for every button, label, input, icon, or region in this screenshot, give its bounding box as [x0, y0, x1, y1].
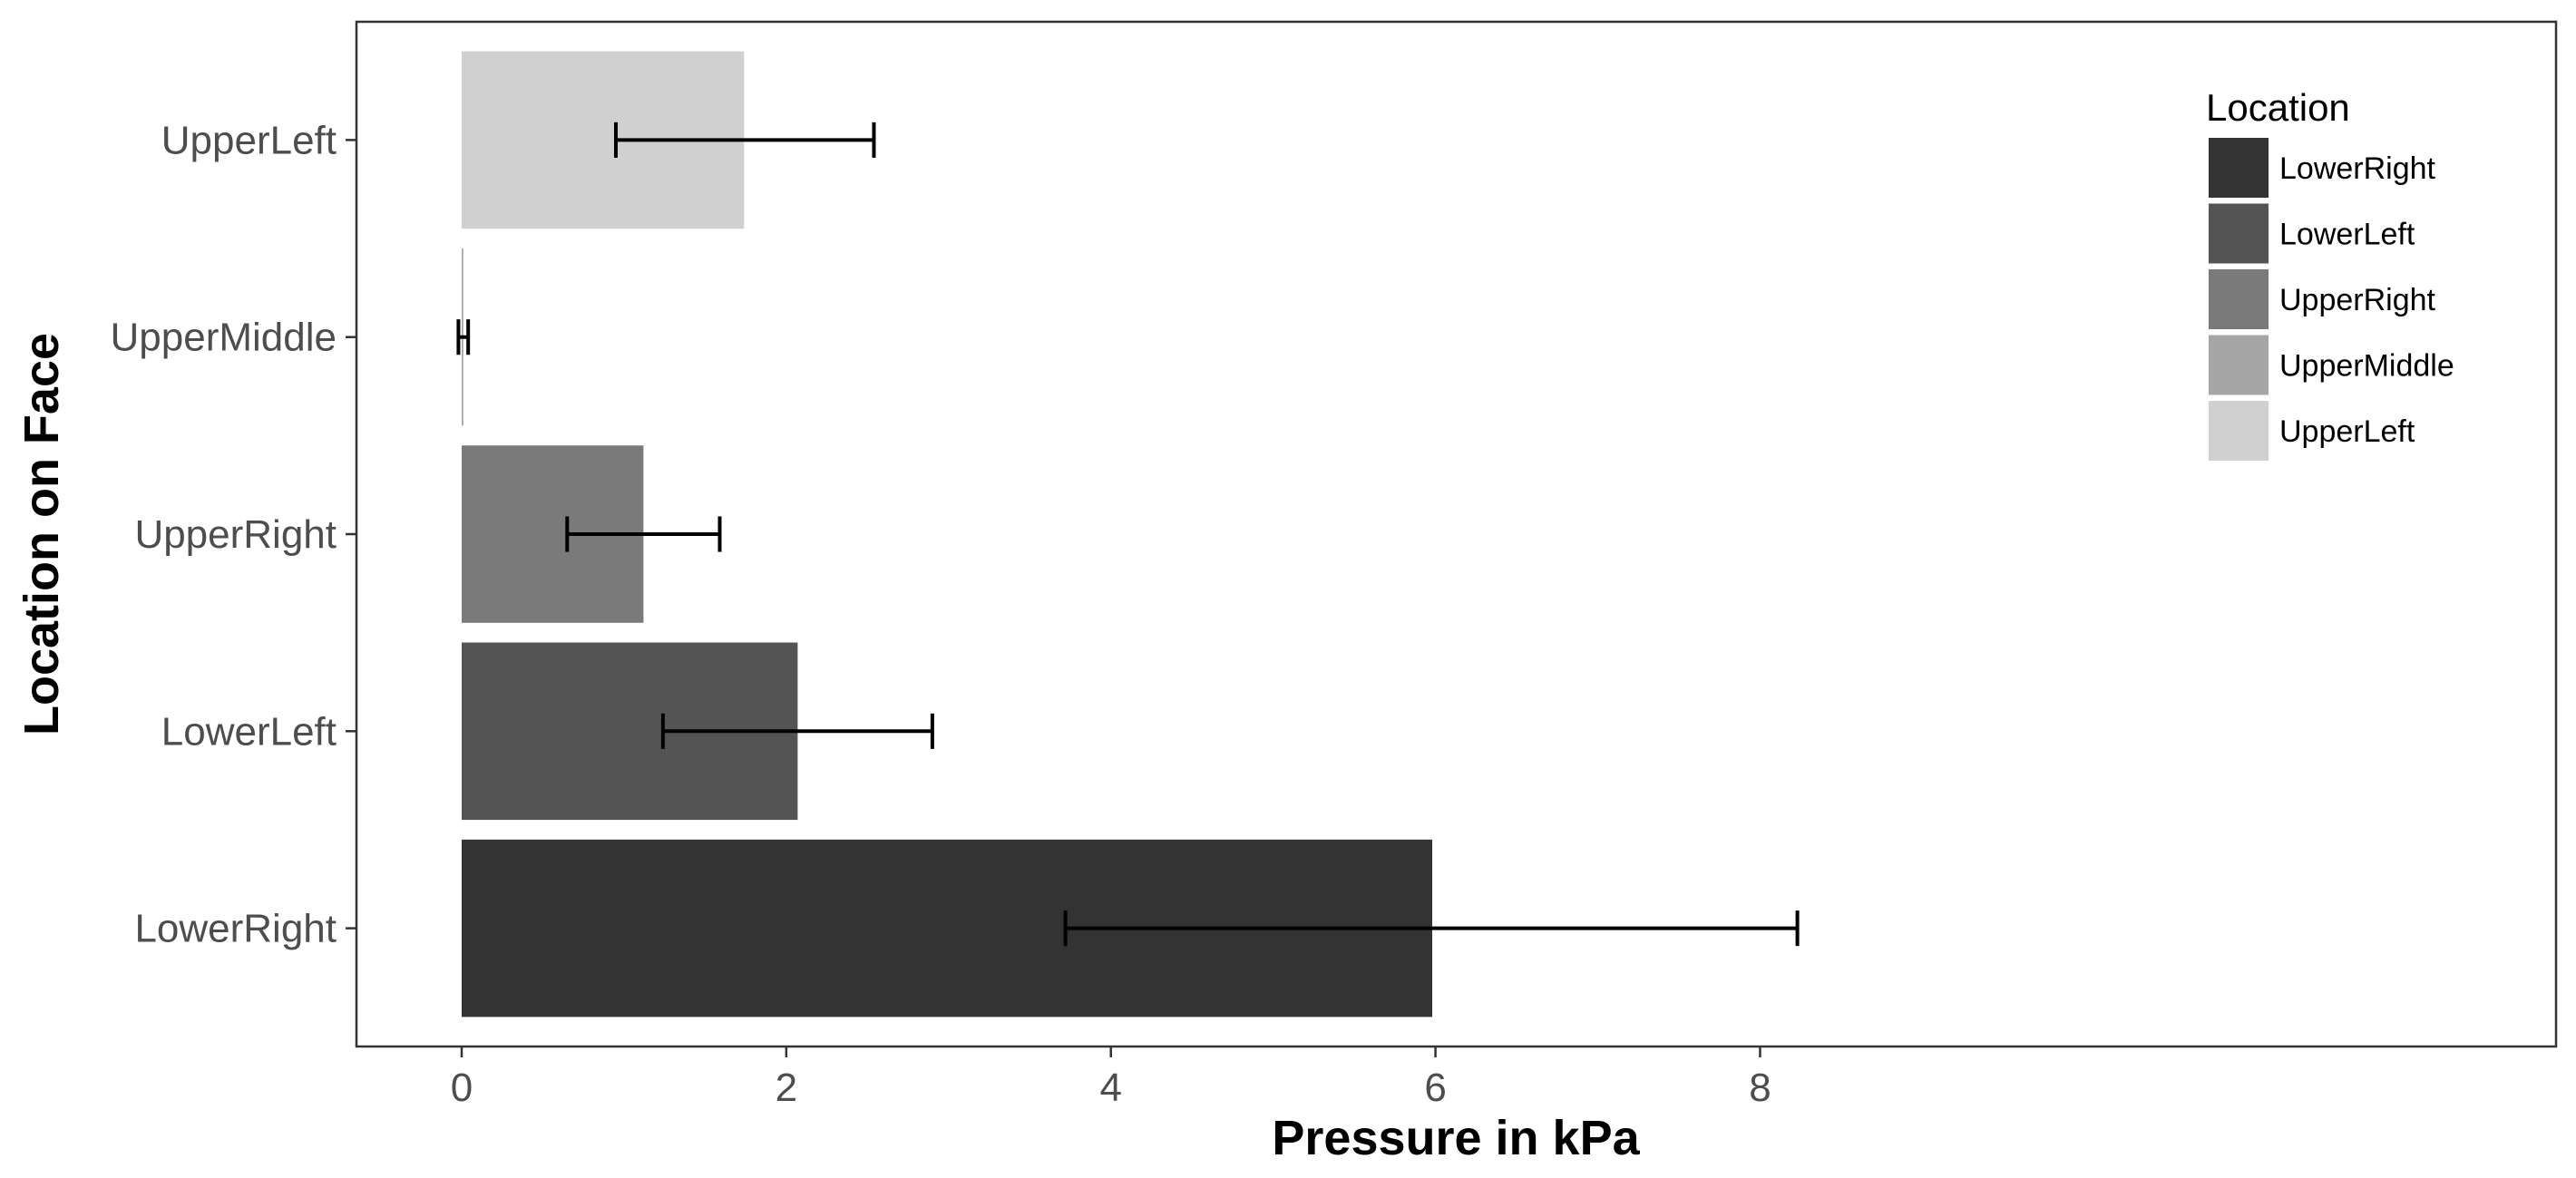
legend-item-lowerright: LowerRight — [2209, 138, 2436, 198]
y-tick-label-upperright: UpperRight — [134, 512, 337, 557]
legend-label-upperleft: UpperLeft — [2279, 414, 2415, 449]
legend-swatch-uppermiddle — [2209, 335, 2269, 395]
x-tick-label: 6 — [1424, 1066, 1446, 1110]
legend-swatch-lowerright — [2209, 138, 2269, 198]
errorbars-layer — [456, 122, 1800, 947]
error-bar-lowerleft — [660, 713, 934, 749]
legend-item-lowerleft: LowerLeft — [2209, 203, 2415, 264]
x-tick-label: 2 — [776, 1066, 797, 1110]
legend-item-upperright: UpperRight — [2209, 269, 2436, 329]
legend: Location LowerRight LowerLeft UpperRight Up… — [2206, 86, 2454, 461]
legend-item-upperleft: UpperLeft — [2209, 401, 2415, 461]
error-bar-uppermiddle — [456, 319, 471, 355]
y-tick-label-upperleft: UpperLeft — [161, 118, 337, 162]
x-tick-label: 0 — [451, 1066, 473, 1110]
error-bar-upperleft — [613, 122, 876, 158]
x-tick-label: 4 — [1099, 1066, 1121, 1110]
error-bar-upperright — [565, 516, 722, 552]
y-axis-title: Location on Face — [15, 333, 69, 735]
error-bar-lowerright — [1063, 910, 1800, 947]
y-axis: LowerRight LowerLeft UpperRight UpperMiddle… — [111, 118, 356, 951]
legend-swatch-lowerleft — [2209, 203, 2269, 264]
legend-item-uppermiddle: UpperMiddle — [2209, 335, 2454, 395]
legend-swatch-upperleft — [2209, 401, 2269, 461]
legend-title: Location — [2206, 86, 2350, 129]
x-axis: 0 2 4 6 8 — [451, 1047, 1771, 1110]
y-tick-label-lowerright: LowerRight — [134, 907, 337, 951]
y-tick-label-uppermiddle: UpperMiddle — [111, 316, 337, 360]
legend-label-upperright: UpperRight — [2279, 283, 2436, 317]
legend-label-lowerleft: LowerLeft — [2279, 218, 2415, 252]
legend-swatch-upperright — [2209, 269, 2269, 329]
legend-label-lowerright: LowerRight — [2279, 151, 2436, 186]
x-tick-label: 8 — [1749, 1066, 1771, 1110]
x-axis-title: Pressure in kPa — [1272, 1111, 1640, 1165]
legend-items: LowerRight LowerLeft UpperRight UpperMiddle… — [2209, 138, 2454, 461]
legend-label-uppermiddle: UpperMiddle — [2279, 349, 2454, 384]
y-tick-label-lowerleft: LowerLeft — [161, 709, 337, 754]
